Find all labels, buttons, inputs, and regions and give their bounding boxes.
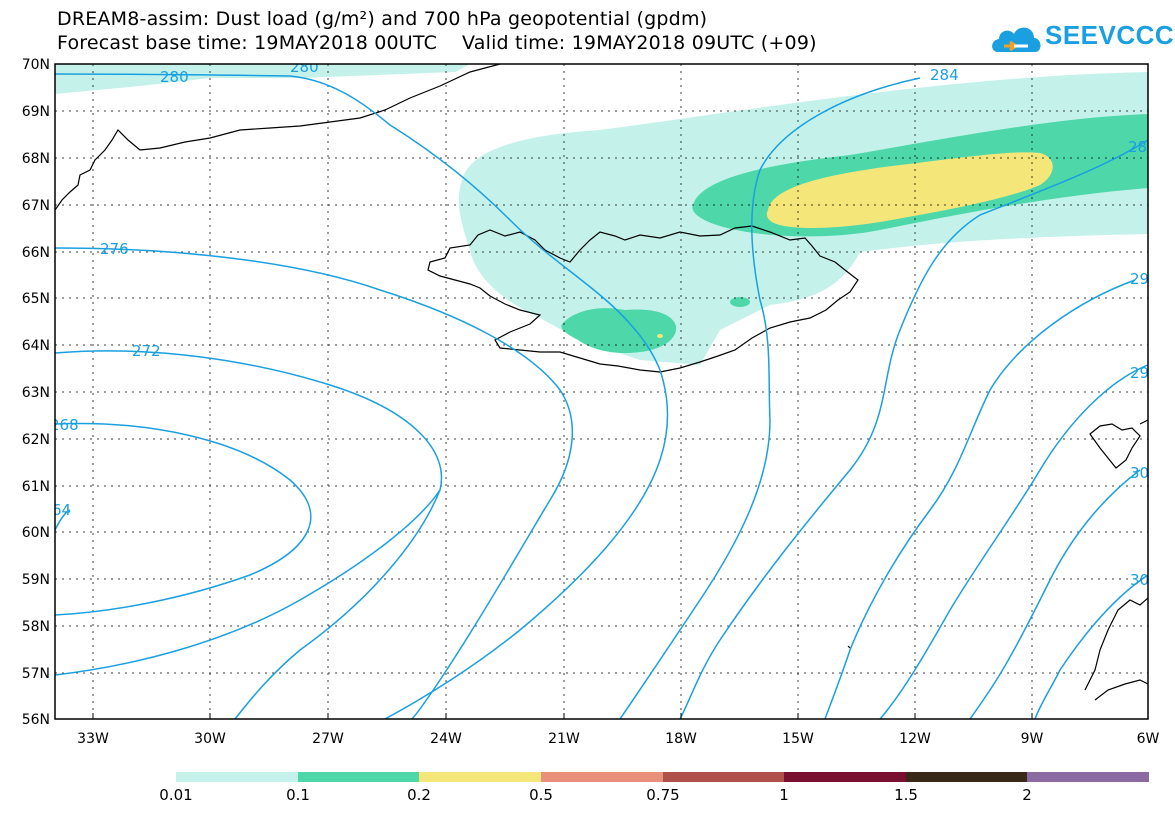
coastline [55,64,1148,701]
colorbar-segment [1027,772,1149,782]
contour-label-284: 284 [930,66,959,84]
contour-label-276: 276 [100,240,129,258]
lat-label: 69N [22,104,50,120]
dust-shading [55,64,1148,365]
lat-label: 61N [22,479,50,495]
contour-label-268: 268 [50,416,79,434]
lat-label: 66N [22,245,50,261]
lon-label: 15W [782,731,814,747]
latitude-labels: 70N 69N 68N 67N 66N 65N 64N 63N 62N 61N … [22,57,50,728]
colorbar-label: 0.75 [646,786,680,804]
contour-label-28: 28 [1128,138,1147,156]
geopotential-contours [55,73,1148,719]
lat-label: 65N [22,291,50,307]
map-frame [54,63,1149,720]
lon-label: 12W [899,731,931,747]
longitude-labels: 33W 30W 27W 24W 21W 18W 15W 12W 9W 6W [77,731,1159,747]
colorbar-segment [297,772,420,782]
contour-labels: 280 280 284 28 276 272 268 64 29 29 30 3… [50,58,1149,589]
colorbar-label: 0.5 [529,786,553,804]
logo-text: SEEVCCC [1045,20,1175,50]
lon-label: 9W [1021,731,1044,747]
lat-label: 68N [22,151,50,167]
colorbar-segment [176,772,298,782]
colorbar-label: 1 [779,786,789,804]
lat-label: 57N [22,666,50,682]
colorbar-segment [419,772,541,782]
lat-label: 67N [22,198,50,214]
colorbar-segment [784,772,906,782]
colorbar-label: 2 [1022,786,1032,804]
lat-label: 56N [22,712,50,728]
contour-label-29a: 29 [1130,270,1149,288]
colorbar-label: 0.1 [286,786,310,804]
lat-label: 70N [22,57,50,73]
contour-label-30a: 30 [1130,464,1149,482]
colorbar-label: 0.01 [159,786,193,804]
contour-label-272: 272 [132,342,161,360]
colorbar-label: 0.2 [407,786,431,804]
lon-label: 33W [77,731,109,747]
lat-label: 58N [22,619,50,635]
lon-label: 27W [312,731,344,747]
lon-label: 6W [1137,731,1160,747]
map-subtitle: Forecast base time: 19MAY2018 00UTC Vali… [57,32,817,54]
colorbar [176,772,1149,782]
cloud-icon [992,27,1041,52]
lon-label: 30W [194,731,226,747]
lat-label: 60N [22,525,50,541]
lat-label: 63N [22,385,50,401]
map-title: DREAM8-assim: Dust load (g/m²) and 700 h… [57,8,708,30]
contour-label-29b: 29 [1130,364,1149,382]
lon-label: 24W [430,731,462,747]
lat-label: 64N [22,338,50,354]
contour-label-280a: 280 [160,68,189,86]
lat-label: 62N [22,432,50,448]
contour-label-64: 64 [52,501,71,519]
colorbar-label: 1.5 [894,786,918,804]
colorbar-segment [662,772,785,782]
lat-label: 59N [22,572,50,588]
lon-label: 21W [548,731,580,747]
lon-label: 18W [665,731,697,747]
colorbar-segment [540,772,663,782]
colorbar-segment [905,772,1028,782]
contour-label-280b: 280 [290,58,319,76]
axis-ticks [92,713,1033,719]
contour-label-30b: 30 [1130,571,1149,589]
